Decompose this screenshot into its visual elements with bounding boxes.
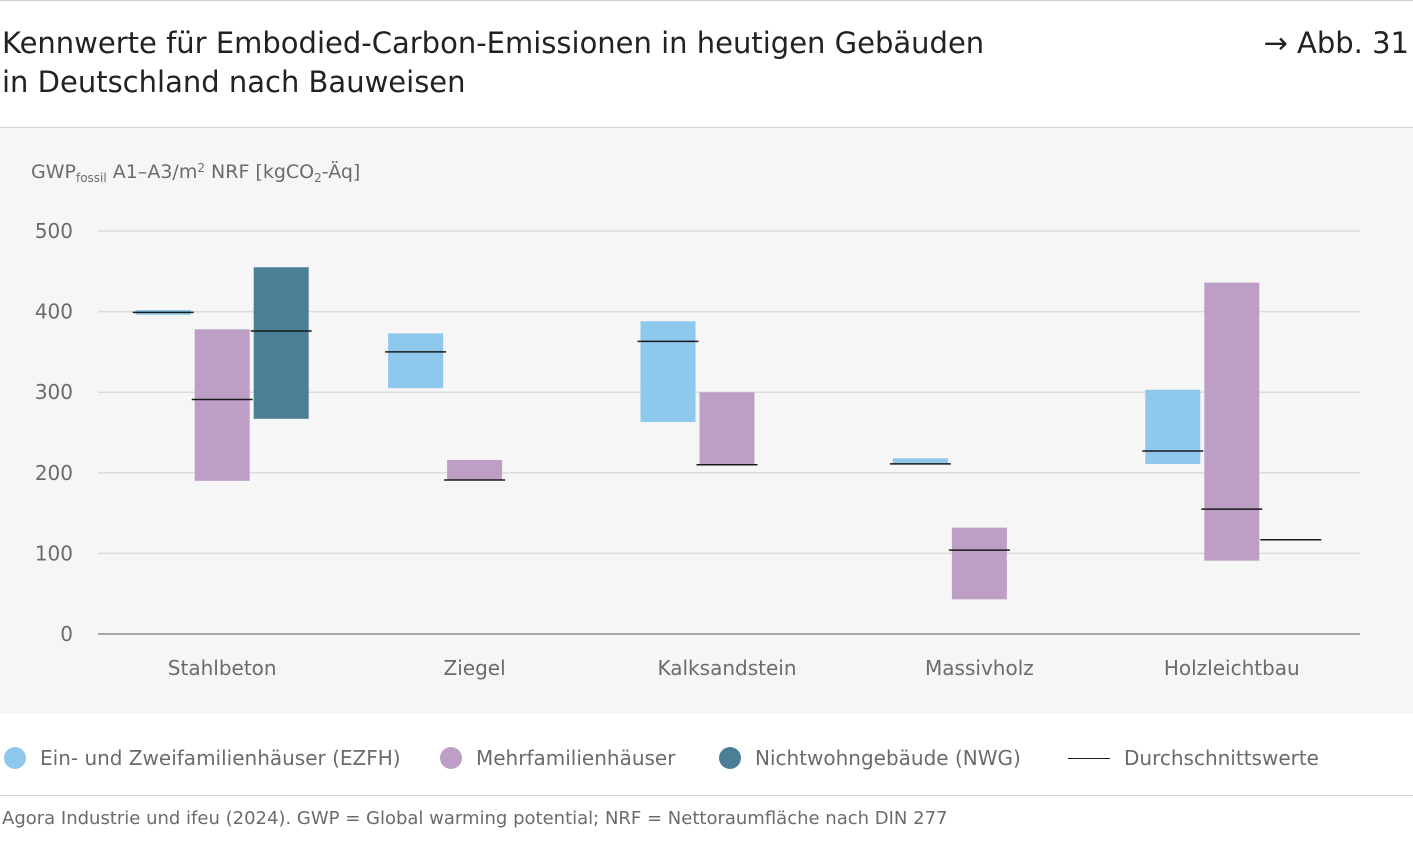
legend-ezfh-swatch-icon bbox=[4, 747, 26, 769]
legend: Ein- und Zweifamilienhäuser (EZFH) Mehrf… bbox=[0, 740, 1413, 780]
legend-mfh-label: Mehrfamilienhäuser bbox=[476, 746, 676, 770]
x-tick-label-1: Ziegel bbox=[444, 656, 506, 680]
y-tick-label-0: 0 bbox=[60, 622, 73, 646]
legend-mfh-swatch-icon bbox=[440, 747, 462, 769]
range-bar-0-1 bbox=[388, 333, 444, 389]
y-tick-label-200: 200 bbox=[35, 461, 73, 485]
title-divider bbox=[0, 127, 1413, 128]
top-divider bbox=[0, 0, 1413, 1]
legend-item-nwg: Nichtwohngebäude (NWG) bbox=[719, 740, 1021, 776]
x-tick-label-0: Stahlbeton bbox=[168, 656, 277, 680]
footer-divider bbox=[0, 795, 1413, 796]
range-bar-1-4 bbox=[1204, 282, 1260, 561]
source-note: Agora Industrie und ifeu (2024). GWP = G… bbox=[2, 808, 948, 829]
y-tick-label-500: 500 bbox=[35, 219, 73, 243]
range-bar-1-1 bbox=[447, 459, 503, 481]
range-bar-2-0 bbox=[253, 267, 309, 419]
range-bar-1-3 bbox=[951, 527, 1007, 600]
chart-plot: 0 100 200 300 400 500 Stahlbeton Ziegel Kalksand… bbox=[35, 219, 1360, 680]
range-bar-0-2 bbox=[640, 321, 696, 423]
range-bar-0-4 bbox=[1145, 389, 1201, 464]
x-tick-label-4: Holzleichtbau bbox=[1164, 656, 1300, 680]
legend-item-ezfh: Ein- und Zweifamilienhäuser (EZFH) bbox=[4, 740, 401, 776]
x-tick-label-3: Massivholz bbox=[925, 656, 1034, 680]
y-tick-label-400: 400 bbox=[35, 300, 73, 324]
x-tick-label-2: Kalksandstein bbox=[657, 656, 796, 680]
y-tick-label-100: 100 bbox=[35, 541, 73, 565]
legend-nwg-swatch-icon bbox=[719, 747, 741, 769]
legend-item-average: Durchschnittswerte bbox=[1068, 740, 1319, 776]
legend-item-mfh: Mehrfamilienhäuser bbox=[440, 740, 675, 776]
range-bar-1-0 bbox=[194, 329, 250, 481]
legend-average-label: Durchschnittswerte bbox=[1124, 746, 1319, 770]
title-line-2: in Deutschland nach Bauweisen bbox=[2, 65, 466, 99]
legend-ezfh-label: Ein- und Zweifamilienhäuser (EZFH) bbox=[40, 746, 401, 770]
chart-title: Kennwerte für Embodied-Carbon-Emissionen… bbox=[2, 24, 1102, 102]
title-line-1: Kennwerte für Embodied-Carbon-Emissionen… bbox=[2, 26, 985, 60]
range-bar-1-2 bbox=[699, 392, 755, 465]
range-bar-0-3 bbox=[892, 458, 948, 464]
chart-panel: GWPfossil A1–A3/m2 NRF [kgCO2-Äq] 0 100 20… bbox=[0, 128, 1413, 714]
y-axis-label: GWPfossil A1–A3/m2 NRF [kgCO2-Äq] bbox=[31, 161, 361, 185]
legend-average-line-icon bbox=[1068, 757, 1110, 759]
y-tick-label-300: 300 bbox=[35, 380, 73, 404]
figure-reference-link[interactable]: → Abb. 31 bbox=[1263, 26, 1409, 60]
legend-nwg-label: Nichtwohngebäude (NWG) bbox=[755, 746, 1021, 770]
